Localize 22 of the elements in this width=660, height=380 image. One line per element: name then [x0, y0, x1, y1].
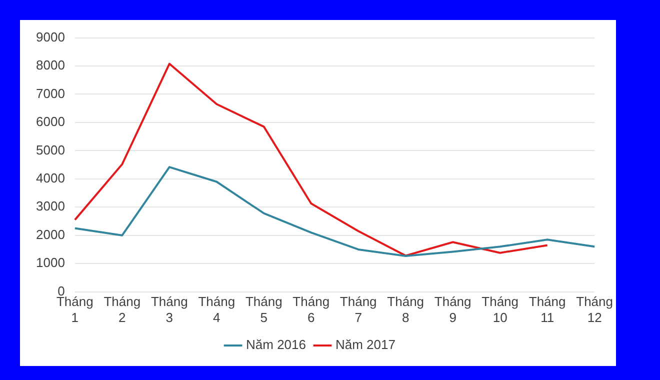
y-tick-label: 5000 [36, 142, 65, 158]
x-tick-label: Tháng 7 [340, 294, 377, 325]
x-tick-label: Tháng 2 [104, 294, 141, 325]
x-tick-label: Tháng 12 [576, 294, 614, 325]
y-tick-label: 3000 [36, 198, 65, 214]
x-tick-label: Tháng 8 [387, 294, 424, 325]
x-tick-label: Tháng 4 [198, 294, 236, 325]
x-tick-label: Tháng 6 [292, 294, 330, 325]
y-tick-label: 9000 [36, 29, 65, 44]
legend-label: Năm 2017 [336, 337, 396, 352]
x-tick-label: Tháng 9 [434, 294, 472, 325]
legend-label: Năm 2016 [246, 337, 306, 352]
y-tick-label: 7000 [36, 86, 65, 101]
x-tick-label: Tháng 3 [150, 294, 188, 325]
y-tick-label: 6000 [36, 114, 65, 130]
y-tick-label: 8000 [36, 58, 65, 73]
y-tick-label: 4000 [36, 170, 65, 186]
x-tick-label: Tháng 5 [245, 294, 282, 325]
x-tick-label: Tháng 10 [482, 294, 519, 325]
x-tick-label: Tháng 11 [528, 294, 566, 325]
y-tick-label: 1000 [36, 255, 65, 270]
y-tick-label: 2000 [36, 226, 65, 242]
